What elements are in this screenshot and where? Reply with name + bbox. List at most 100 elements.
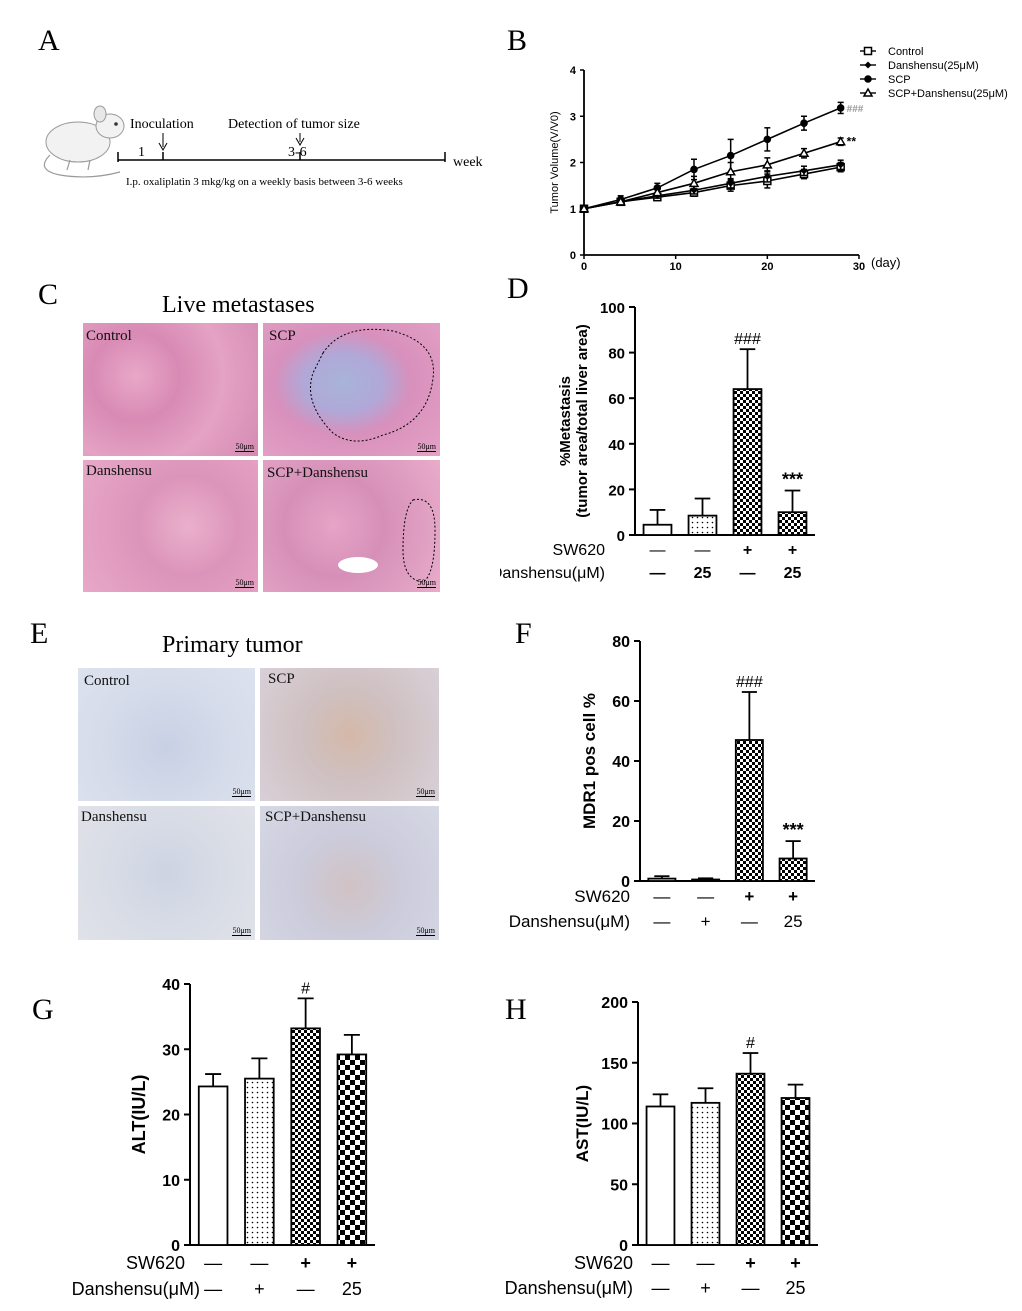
y-axis-label: ALT(IU/L) <box>129 1075 149 1155</box>
week-unit-label: week <box>453 155 483 170</box>
sw620-value: + <box>790 1253 801 1273</box>
y-tick-label: 4 <box>570 65 577 77</box>
y-tick-label: 60 <box>608 391 625 408</box>
histology-c-label: SCP+Danshensu <box>267 465 368 481</box>
y-axis-label: (tumor area/total liver area) <box>574 324 591 517</box>
danshensu-value: + <box>254 1279 265 1299</box>
sw620-value: — <box>204 1253 222 1273</box>
histology-c-danshensu: Danshensu 50μm <box>83 460 258 592</box>
y-tick-label: 30 <box>162 1042 180 1059</box>
panel-letter-g: G <box>32 993 54 1026</box>
data-point <box>800 119 808 127</box>
data-point <box>688 177 700 188</box>
danshensu-label: Danshensu(μM) <box>500 565 605 582</box>
danshensu-value: — <box>297 1279 315 1299</box>
y-tick-label: 100 <box>601 1117 628 1134</box>
y-tick-label: 10 <box>162 1173 180 1190</box>
bar <box>687 514 718 536</box>
danshensu-value: — <box>653 912 670 931</box>
sw620-value: + <box>788 542 797 559</box>
x-tick-label: 30 <box>853 261 865 273</box>
sw620-value: — <box>697 887 714 906</box>
scale-bar: 50μm <box>417 578 436 588</box>
panel-letter-f: F <box>515 617 532 650</box>
x-axis-label: (day) <box>871 255 901 270</box>
y-axis-label: AST(IU/L) <box>573 1085 592 1162</box>
data-point <box>863 46 873 56</box>
y-axis-label: MDR1 pos cell % <box>580 693 599 829</box>
data-point <box>835 136 846 146</box>
sw620-value: — <box>652 1253 670 1273</box>
histology-c-label: SCP <box>269 328 296 344</box>
histology-c-title: Live metastases <box>162 292 315 318</box>
data-point <box>615 196 626 206</box>
histology-e-scp-danshensu: SCP+Danshensu 50μm <box>260 806 439 940</box>
panel-letter-a: A <box>38 24 60 57</box>
data-point <box>763 135 772 144</box>
danshensu-label: Danshensu(μM) <box>509 912 630 931</box>
scale-bar: 50μm <box>232 926 251 936</box>
detection-label: Detection of tumor size <box>228 117 360 132</box>
danshensu-value: — <box>650 565 666 582</box>
danshensu-value: + <box>701 912 711 931</box>
danshensu-value: — <box>742 1278 760 1298</box>
y-axis-label: %Metastasis <box>557 376 574 466</box>
data-point <box>652 187 663 197</box>
danshensu-value: — <box>204 1279 222 1299</box>
data-point <box>800 167 808 175</box>
histology-e-control: Control 50μm <box>78 668 255 801</box>
data-point <box>726 151 735 160</box>
bar <box>336 1053 368 1246</box>
week-range-label: 3-6 <box>288 145 307 160</box>
data-point <box>578 203 590 213</box>
sw620-value: + <box>745 1253 756 1273</box>
danshensu-value: — <box>652 1278 670 1298</box>
data-point <box>862 87 874 97</box>
data-point <box>762 159 773 169</box>
y-tick-label: 20 <box>612 814 630 831</box>
significance-marker: # <box>746 1035 755 1052</box>
y-tick-label: 40 <box>612 754 630 771</box>
chart-ast: 0 50 100 150 200 — — — + # + — +25 SW620 Danshensu(μM)… <box>505 995 818 1298</box>
danshensu-value: — <box>740 565 756 582</box>
bar <box>732 388 763 536</box>
sw620-value: + <box>743 542 752 559</box>
panel-letter-h: H <box>505 993 527 1026</box>
y-tick-label: 0 <box>617 528 625 545</box>
data-point <box>763 172 771 180</box>
scale-bar: 50μm <box>232 787 251 797</box>
danshensu-value: — <box>741 912 758 931</box>
panel-letter-d: D <box>507 272 529 305</box>
significance-marker: *** <box>783 820 804 840</box>
y-tick-label: 0 <box>171 1238 180 1255</box>
sw620-label: SW620 <box>126 1253 185 1273</box>
sw620-value: + <box>300 1253 311 1273</box>
x-tick-label: 20 <box>761 261 773 273</box>
scale-bar: 50μm <box>417 442 436 452</box>
data-point <box>864 75 872 83</box>
y-tick-label: 0 <box>621 874 630 891</box>
scale-bar: 50μm <box>235 442 254 452</box>
histology-e-scp: SCP 50μm <box>260 668 439 801</box>
y-tick-label: 3 <box>570 111 576 123</box>
danshensu-value: 25 <box>342 1279 362 1299</box>
danshensu-value: 25 <box>694 565 712 582</box>
histology-c-scp: SCP 50μm <box>263 323 440 456</box>
legend-entry: Control <box>888 46 923 58</box>
bar <box>642 523 673 536</box>
bar <box>647 877 677 882</box>
sw620-value: — <box>250 1253 268 1273</box>
histology-e-label: SCP+Danshensu <box>265 809 366 825</box>
chart-metastasis: 0 20 40 60 80 100 — — — 25 ### + — *** +25 SW620 Danshen… <box>500 300 815 582</box>
bar <box>290 1027 321 1246</box>
bar <box>734 739 764 882</box>
inoculation-label: Inoculation <box>130 117 194 132</box>
danshensu-value: 25 <box>784 912 803 931</box>
x-tick-label: 0 <box>581 261 587 273</box>
danshensu-label: Danshensu(μM) <box>72 1279 200 1299</box>
data-point <box>798 147 810 157</box>
y-tick-label: 0 <box>570 250 576 262</box>
bar <box>691 878 721 882</box>
histology-e-label: SCP <box>268 671 295 687</box>
sw620-value: — <box>650 542 666 559</box>
